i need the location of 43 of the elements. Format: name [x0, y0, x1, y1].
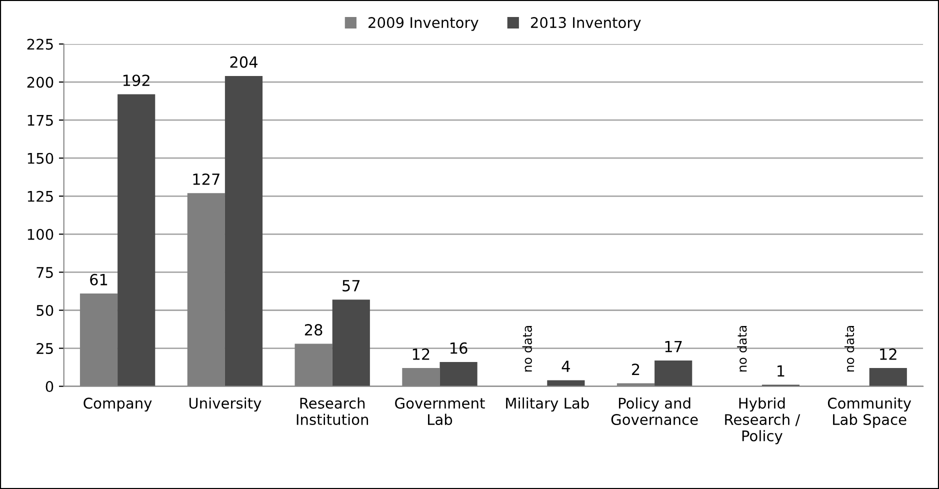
bar	[332, 300, 370, 386]
data-label: 2	[632, 364, 640, 375]
data-label: 192	[123, 74, 150, 86]
data-label: 1	[778, 365, 784, 376]
data-label: 17	[665, 340, 682, 352]
data-label: 127	[193, 173, 220, 185]
x-tick-label: Community Lab Space	[828, 397, 912, 428]
y-tick-label: 175	[28, 114, 53, 126]
data-label: 61	[90, 274, 108, 286]
x-tick-label: Research Institution	[296, 397, 368, 426]
data-label: 4	[562, 360, 570, 372]
y-tick-label: 100	[28, 228, 54, 240]
data-label: 28	[304, 324, 322, 336]
data-label: 57	[342, 280, 360, 292]
x-tick-label: Military Lab	[506, 397, 589, 412]
y-tick-label: 125	[28, 190, 53, 202]
bar	[547, 380, 585, 386]
text: no data	[522, 326, 532, 372]
x-tick-label: Policy and Governance	[611, 397, 698, 426]
x-tick-label: Government Lab	[395, 398, 485, 426]
y-tick-label: 75	[36, 267, 53, 278]
bar	[118, 94, 156, 386]
legend-label: 2009 Inventory	[368, 17, 478, 31]
x-tick-label: Hybrid Research / Policy	[725, 397, 800, 444]
x-tick-label: Company	[84, 398, 152, 412]
text: no data	[737, 326, 747, 372]
text: no data	[844, 326, 854, 372]
bar	[869, 368, 907, 386]
y-tick-label: 0	[46, 381, 54, 392]
y-tick-label: 50	[36, 304, 54, 316]
y-tick-label: 25	[36, 342, 53, 354]
x-tick-label: University	[189, 397, 262, 412]
y-tick-label: 225	[27, 38, 53, 50]
y-tick-label: 200	[27, 76, 54, 88]
data-label: 12	[880, 348, 896, 360]
data-label: 12	[412, 348, 430, 360]
legend-label: 2013 Inventory	[530, 17, 641, 31]
data-label: 204	[230, 56, 258, 68]
data-label: 16	[450, 342, 468, 354]
bar	[654, 360, 692, 386]
bar	[440, 362, 478, 386]
bar	[224, 76, 263, 386]
y-tick-label: 150	[28, 152, 54, 164]
